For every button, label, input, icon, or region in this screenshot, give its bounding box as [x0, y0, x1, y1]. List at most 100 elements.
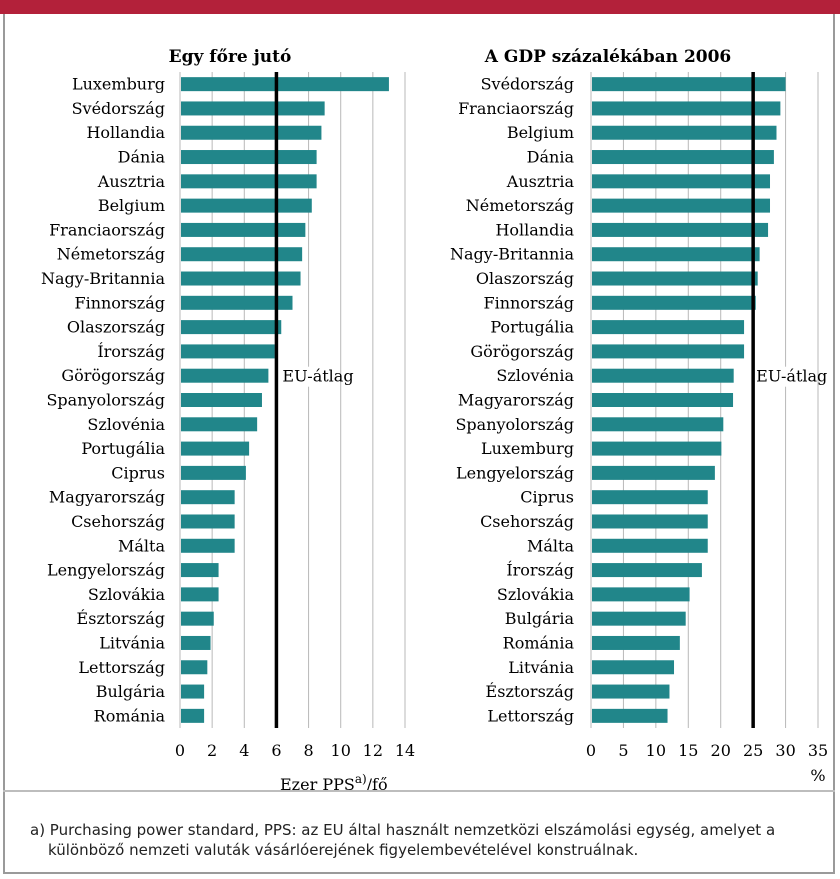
left-bar — [181, 441, 250, 456]
right-category-label: Franciaország — [458, 99, 574, 118]
right-x-tick-label: 35 — [808, 741, 828, 760]
left-bar — [181, 538, 235, 553]
right-x-tick-label: 20 — [711, 741, 731, 760]
left-bar — [181, 563, 219, 578]
left-category-label: Lettország — [78, 658, 165, 677]
left-bar — [181, 198, 312, 213]
right-bar — [592, 247, 760, 262]
right-bar — [592, 295, 756, 310]
right-bar — [592, 77, 786, 92]
right-bar — [592, 611, 686, 626]
right-x-tick-label: 0 — [586, 741, 596, 760]
left-category-label: Portugália — [81, 439, 165, 458]
right-x-tick-label: 15 — [678, 741, 698, 760]
right-category-label: Írország — [506, 560, 574, 580]
left-category-label: Románia — [94, 706, 166, 725]
left-bar — [181, 684, 205, 699]
left-bar — [181, 368, 269, 383]
right-x-axis-title: % — [810, 766, 825, 785]
right-bar — [592, 125, 777, 140]
right-chart-title: A GDP százalékában 2006 — [484, 47, 732, 67]
right-bar — [592, 101, 781, 116]
right-category-label: Ausztria — [506, 172, 575, 191]
footnote-line-1: a) Purchasing power standard, PPS: az EU… — [30, 821, 776, 839]
left-eu-average-label-bg — [279, 366, 340, 387]
right-bar — [592, 708, 668, 723]
right-category-label: Észtország — [486, 681, 574, 701]
left-bar — [181, 295, 293, 310]
right-category-label: Szlovénia — [496, 366, 574, 385]
left-category-label: Belgium — [98, 196, 165, 215]
right-bar — [592, 198, 771, 213]
right-bar — [592, 538, 708, 553]
right-eu-average-label: EU-átlag — [756, 367, 827, 386]
right-category-label: Bulgária — [505, 609, 575, 628]
left-category-label: Lengyelország — [47, 561, 165, 580]
left-category-label: Svédország — [72, 99, 165, 118]
left-x-tick-label: 0 — [175, 741, 185, 760]
left-bar — [181, 77, 389, 92]
left-bar — [181, 465, 246, 480]
right-category-label: Szlovákia — [497, 585, 575, 604]
right-bar — [592, 344, 745, 359]
left-category-label: Csehország — [71, 512, 165, 531]
left-x-tick-label: 4 — [239, 741, 249, 760]
left-bar — [181, 174, 317, 189]
right-bar — [592, 465, 715, 480]
left-bar — [181, 587, 219, 602]
right-category-label: Csehország — [480, 512, 574, 531]
right-x-tick-label: 5 — [618, 741, 628, 760]
left-category-label: Írország — [97, 341, 165, 361]
left-category-label: Ciprus — [111, 463, 165, 482]
left-category-label: Dánia — [118, 148, 166, 167]
footnote-divider — [3, 790, 835, 792]
left-bar — [181, 635, 211, 650]
right-category-label: Hollandia — [495, 220, 574, 239]
left-bar — [181, 393, 262, 407]
right-category-label: Nagy-Britannia — [450, 245, 574, 264]
right-category-label: Olaszország — [476, 269, 574, 288]
right-category-label: Németország — [466, 196, 574, 215]
left-bar — [181, 125, 322, 140]
right-bar — [592, 222, 769, 237]
right-x-tick-label: 25 — [743, 741, 763, 760]
right-category-label: Románia — [503, 633, 575, 652]
right-bar — [592, 271, 758, 286]
footnote: a) Purchasing power standard, PPS: az EU… — [30, 820, 830, 860]
left-bar — [181, 417, 258, 432]
left-category-label: Észtország — [77, 608, 165, 628]
right-category-label: Ciprus — [520, 488, 574, 507]
left-category-label: Spanyolország — [46, 391, 165, 410]
left-category-label: Görögország — [61, 366, 165, 385]
right-x-tick-label: 30 — [775, 741, 795, 760]
left-bar — [181, 150, 317, 165]
left-category-label: Bulgária — [96, 682, 166, 701]
left-x-tick-label: 2 — [207, 741, 217, 760]
left-category-label: Nagy-Britannia — [41, 269, 165, 288]
right-category-label: Litvánia — [508, 658, 574, 677]
right-bar — [592, 174, 771, 189]
right-category-label: Málta — [527, 536, 574, 555]
right-bar — [592, 490, 708, 505]
left-chart-title: Egy főre jutó — [169, 47, 292, 67]
right-bar — [592, 368, 734, 383]
right-bar — [592, 587, 690, 602]
left-bar — [181, 247, 303, 262]
left-category-label: Málta — [118, 536, 165, 555]
left-x-tick-label: 14 — [395, 741, 415, 760]
left-x-tick-label: 10 — [331, 741, 351, 760]
left-bar — [181, 271, 301, 286]
left-category-label: Szlovákia — [88, 585, 166, 604]
left-bar — [181, 101, 325, 116]
right-x-tick-label: 10 — [646, 741, 666, 760]
right-bar — [592, 660, 675, 675]
left-category-label: Luxemburg — [72, 75, 165, 94]
right-bar — [592, 563, 702, 578]
right-bar — [592, 441, 722, 456]
left-category-label: Olaszország — [67, 318, 165, 337]
left-x-tick-label: 6 — [271, 741, 281, 760]
right-category-label: Luxemburg — [481, 439, 574, 458]
right-category-label: Lengyelország — [456, 463, 574, 482]
right-bar — [592, 320, 745, 335]
left-bar — [181, 514, 235, 529]
